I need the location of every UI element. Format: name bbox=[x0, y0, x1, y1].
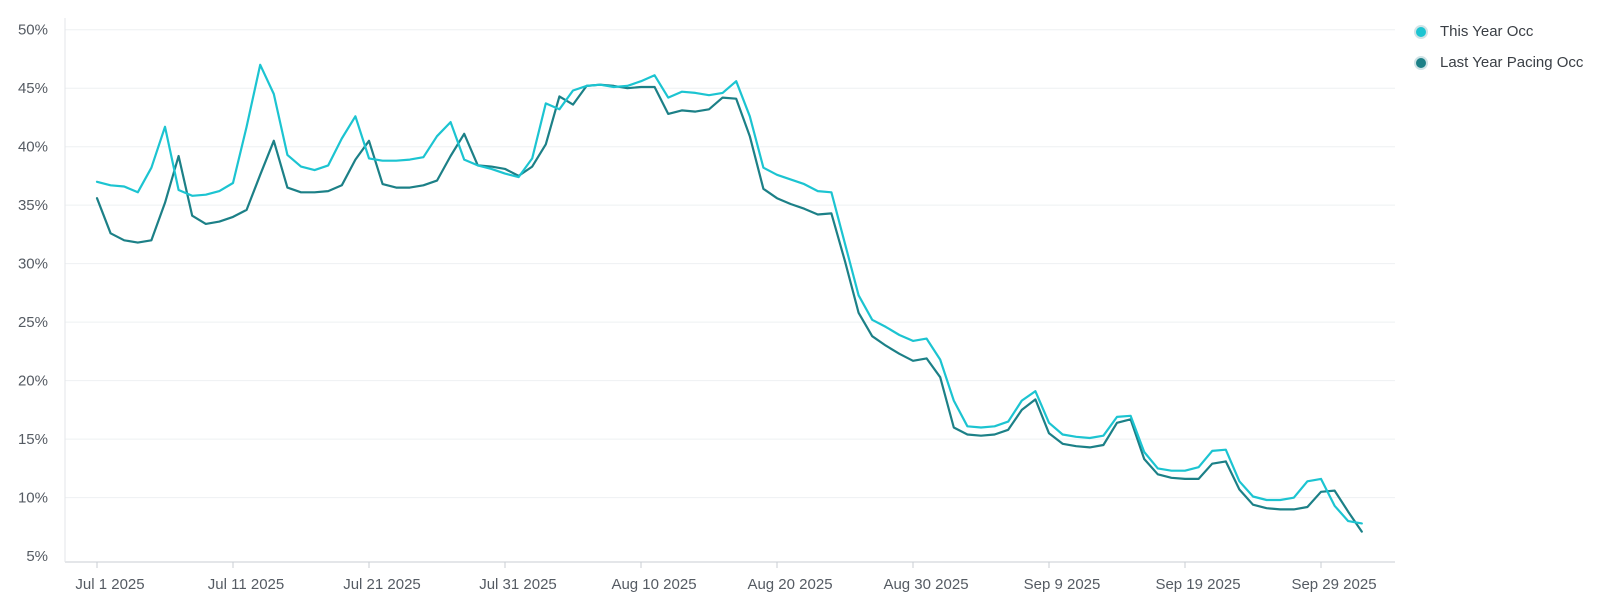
legend-this-year-label: This Year Occ bbox=[1440, 23, 1534, 40]
y-tick-label: 45% bbox=[18, 80, 48, 97]
x-tick-label: Jul 11 2025 bbox=[208, 576, 284, 593]
y-tick-label: 50% bbox=[18, 22, 48, 39]
y-axis-ticks: 5% 10% 15% 20% 25% 30% 35% 40% 45% 50% bbox=[18, 22, 48, 565]
x-tick-label: Aug 20 2025 bbox=[747, 576, 832, 593]
legend-item-this-year[interactable]: This Year Occ bbox=[1414, 16, 1600, 47]
y-tick-label: 10% bbox=[18, 490, 48, 507]
x-tick-label: Sep 19 2025 bbox=[1155, 576, 1240, 593]
y-tick-label: 35% bbox=[18, 197, 48, 214]
chart-legend: This Year Occ Last Year Pacing Occ bbox=[1414, 16, 1600, 78]
series-lines bbox=[95, 63, 1363, 533]
legend-last-year-marker bbox=[1414, 55, 1428, 70]
y-tick-label: 40% bbox=[18, 139, 48, 156]
x-tick-label: Sep 9 2025 bbox=[1024, 576, 1101, 593]
x-tick-label: Aug 10 2025 bbox=[611, 576, 696, 593]
series-line-this-year-occ bbox=[95, 63, 1363, 525]
legend-item-last-year[interactable]: Last Year Pacing Occ bbox=[1414, 47, 1600, 78]
series-line-last-year-pacing-occ bbox=[95, 83, 1363, 533]
x-tick-label: Jul 21 2025 bbox=[343, 576, 421, 593]
x-tick-label: Jul 31 2025 bbox=[479, 576, 557, 593]
x-tick-label: Sep 29 2025 bbox=[1291, 576, 1376, 593]
grid-lines bbox=[65, 29, 1395, 499]
y-tick-label: 20% bbox=[18, 373, 48, 390]
legend-this-year-marker bbox=[1414, 24, 1428, 39]
y-tick-label: 5% bbox=[26, 548, 48, 565]
x-tick-label: Aug 30 2025 bbox=[883, 576, 968, 593]
y-tick-label: 15% bbox=[18, 431, 48, 448]
y-tick-label: 25% bbox=[18, 314, 48, 331]
legend-last-year-label: Last Year Pacing Occ bbox=[1440, 54, 1584, 71]
y-tick-label: 30% bbox=[18, 256, 48, 273]
x-tick-label: Jul 1 2025 bbox=[75, 576, 144, 593]
x-axis-ticks: Jul 1 2025 Jul 11 2025 Jul 21 2025 Jul 31 2… bbox=[75, 562, 1377, 593]
